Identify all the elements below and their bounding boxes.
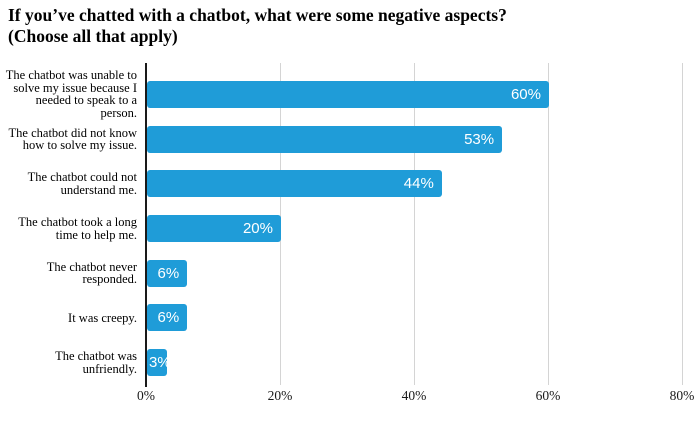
category-label: The chatbot took a long time to help me. — [18, 215, 137, 242]
chart-title: If you’ve chatted with a chatbot, what w… — [8, 5, 648, 48]
bar-value-label: 44% — [403, 175, 434, 193]
chart-row: The chatbot could not understand me. 44% — [0, 161, 697, 206]
bar-chart: The chatbot was unable to solve my issue… — [0, 63, 697, 387]
bar-value-label: 53% — [464, 130, 495, 148]
bar-value-label: 6% — [157, 264, 180, 282]
chart-row: The chatbot took a long time to help me.… — [0, 206, 697, 251]
gridline-60 — [548, 63, 549, 385]
x-tick-label: 40% — [401, 388, 427, 403]
x-tick-label: 80% — [669, 388, 695, 403]
bar-track: 6% — [146, 259, 697, 287]
bar-track: 44% — [146, 170, 697, 198]
bar-track: 53% — [146, 125, 697, 153]
chart-title-line2: (Choose all that apply) — [8, 26, 178, 47]
category-label: The chatbot did not know how to solve my… — [8, 125, 137, 153]
chart-rows: The chatbot was unable to solve my issue… — [0, 63, 697, 385]
bar-value-label: 3% — [149, 354, 171, 372]
bar: 44% — [147, 170, 442, 198]
bar: 6% — [147, 259, 188, 287]
category-label: The chatbot was unable to solve my issue… — [5, 68, 137, 120]
chart-title-line1: If you’ve chatted with a chatbot, what w… — [8, 5, 507, 25]
bar-track: 60% — [146, 80, 697, 108]
chart-row: The chatbot never responded. 6% — [0, 251, 697, 296]
x-tick-label: 20% — [267, 388, 293, 403]
bar: 53% — [147, 125, 503, 153]
x-tick-label: 0% — [137, 388, 155, 403]
bar: 3% — [147, 349, 171, 377]
x-axis: 0% 20% 40% 60% 80% — [137, 388, 697, 408]
x-tick-label: 60% — [535, 388, 561, 403]
category-label: The chatbot could not understand me. — [27, 170, 137, 197]
bar-value-label: 6% — [157, 309, 180, 327]
bar: 6% — [147, 304, 188, 332]
bar-track: 6% — [146, 304, 697, 332]
bar-track: 3% — [146, 349, 697, 377]
category-label: The chatbot was unfriendly. — [55, 349, 137, 376]
bar: 20% — [147, 215, 281, 243]
bar: 60% — [147, 80, 549, 108]
chart-row: The chatbot was unable to solve my issue… — [0, 68, 697, 120]
bar-track: 20% — [146, 215, 697, 243]
bar-value-label: 20% — [242, 220, 273, 238]
category-label: It was creepy. — [68, 310, 137, 325]
category-label: The chatbot never responded. — [46, 259, 137, 287]
chart-row: The chatbot was unfriendly. 3% — [0, 340, 697, 385]
chart-row: It was creepy. 6% — [0, 296, 697, 341]
y-axis-line — [145, 63, 147, 387]
bar-value-label: 60% — [510, 85, 541, 103]
gridline-40 — [414, 63, 415, 385]
gridline-80 — [682, 63, 683, 385]
chart-row: The chatbot did not know how to solve my… — [0, 117, 697, 162]
